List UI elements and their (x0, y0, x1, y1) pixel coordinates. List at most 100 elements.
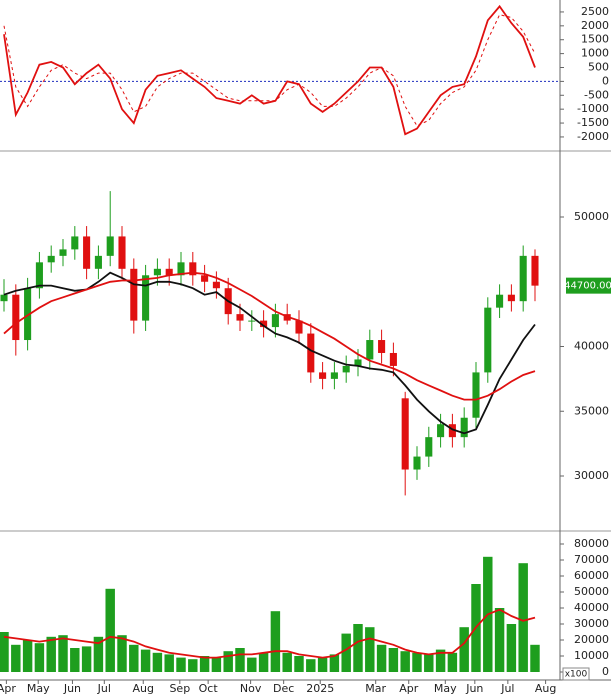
y-tick-label: 60000 (574, 569, 609, 582)
volume-bar (11, 644, 21, 672)
volume-bar (294, 656, 304, 672)
volume-bar (329, 654, 340, 672)
y-tick-label: 2000 (581, 19, 609, 32)
x-tick-label: Jul (500, 682, 514, 695)
y-tick-label: -1500 (577, 116, 609, 129)
candle-body (165, 268, 173, 276)
candle-body (236, 314, 244, 321)
y-tick-label: 500 (588, 61, 609, 74)
candle-body (389, 352, 397, 366)
volume-bar (176, 657, 186, 672)
candle-body (484, 307, 492, 373)
volume-bar (58, 635, 68, 672)
candle-body (201, 275, 209, 282)
candle-body (142, 275, 150, 321)
candle-body (425, 437, 433, 457)
volume-bar (424, 654, 434, 672)
series-line (3, 4, 536, 136)
candle-body (531, 255, 539, 286)
volume-bar (0, 632, 9, 672)
volume-bar (140, 649, 151, 672)
y-tick-label: 50000 (574, 585, 609, 598)
candle-body (118, 236, 126, 269)
volume-bar (494, 608, 505, 672)
volume-bar (235, 648, 245, 672)
volume-bar (506, 624, 517, 672)
volume-bar (34, 643, 45, 672)
series-line (3, 14, 536, 127)
candle-body (437, 424, 445, 438)
volume-bar (258, 652, 269, 672)
volume-bar (459, 627, 469, 672)
x-tick-label: Jun (465, 682, 483, 695)
y-tick-label: 80000 (574, 537, 609, 550)
candle-body (401, 398, 409, 470)
volume-bar (365, 627, 375, 672)
candle-body (212, 281, 220, 289)
volume-unit: x100 (565, 670, 588, 680)
x-tick-label: May (434, 682, 457, 695)
candle-body (260, 320, 268, 328)
y-tick-label: 30000 (574, 617, 609, 630)
series-line (3, 271, 536, 401)
volume-bar (188, 659, 198, 672)
volume-bar (435, 649, 446, 672)
volume-bar (270, 611, 281, 672)
candle-body (496, 294, 504, 308)
volume-bar (105, 588, 115, 672)
candle-body (413, 456, 421, 470)
candle-body (366, 340, 374, 360)
x-tick-label: Aug (535, 682, 556, 695)
y-tick-label: 0 (602, 74, 609, 87)
volume-bar (282, 652, 292, 672)
volume-bar (412, 652, 422, 672)
unit-box (562, 667, 590, 681)
x-tick-label: 2025 (306, 682, 334, 695)
candle-body (189, 262, 197, 276)
candle-body (460, 417, 468, 438)
candle-body (507, 294, 515, 302)
candle-body (177, 262, 185, 276)
volume-bar (530, 644, 540, 672)
candle-body (153, 268, 161, 276)
x-tick-label: May (27, 682, 50, 695)
y-tick-label: 40000 (574, 340, 609, 353)
volume-bar (388, 648, 399, 672)
y-tick-label: 50000 (574, 210, 609, 223)
candle-body (271, 314, 279, 328)
volume-bar (46, 636, 56, 672)
candle-body (330, 372, 338, 379)
x-tick-label: Jul (97, 682, 111, 695)
volume-bar (353, 624, 363, 672)
candle-body (519, 255, 527, 302)
x-tick-label: Sep (169, 682, 190, 695)
x-tick-label: Apr (399, 682, 419, 695)
volume-bar (117, 635, 127, 672)
candle-body (307, 333, 315, 373)
x-tick-label: Nov (240, 682, 262, 695)
volume-bar (70, 648, 80, 672)
candle-body (94, 255, 102, 269)
volume-bar (400, 651, 410, 672)
candle-body (24, 288, 32, 341)
y-tick-label: 1500 (581, 33, 609, 46)
x-tick-label: Aug (133, 682, 154, 695)
candle-body (130, 268, 138, 321)
volume-bar (317, 657, 328, 672)
x-tick-label: Dec (273, 682, 294, 695)
series-line (3, 271, 536, 435)
candle-body (295, 320, 303, 334)
volume-bar (199, 656, 210, 672)
y-tick-label: 20000 (574, 633, 609, 646)
candle-body (319, 372, 327, 379)
candle-body (342, 365, 350, 373)
y-tick-label: -2000 (577, 130, 609, 143)
candle-body (378, 340, 386, 353)
volume-bar (152, 652, 163, 672)
candle-body (59, 249, 67, 256)
y-tick-label: 70000 (574, 553, 609, 566)
candle-body (12, 294, 20, 341)
volume-bar (81, 646, 92, 672)
y-tick-label: 10000 (574, 649, 609, 662)
y-tick-label: 35000 (574, 404, 609, 417)
